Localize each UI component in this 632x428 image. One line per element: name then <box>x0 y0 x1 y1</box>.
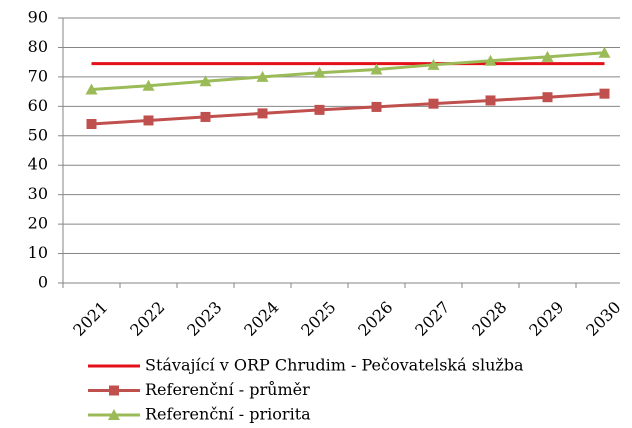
y-tick-label: 20 <box>28 214 48 233</box>
point <box>257 108 268 119</box>
series-line <box>91 92 605 126</box>
legend-marker <box>109 385 119 396</box>
point <box>85 83 98 95</box>
x-tick-label: 2024 <box>240 298 282 340</box>
x-tick-label: 2026 <box>354 298 396 340</box>
x-tick-label: 2022 <box>126 298 168 340</box>
point <box>541 50 554 62</box>
point <box>314 104 325 115</box>
point <box>313 66 326 78</box>
y-tick-label: 50 <box>28 125 48 144</box>
y-tick-label: 90 <box>28 8 48 27</box>
x-tick-label: 2029 <box>525 298 567 340</box>
series-line <box>91 51 605 92</box>
x-tick-label: 2023 <box>183 298 225 340</box>
point <box>485 95 496 106</box>
y-tick-label: 10 <box>28 243 48 262</box>
point <box>200 111 211 122</box>
point <box>599 88 610 99</box>
y-tick-label: 60 <box>28 96 48 115</box>
y-tick-label: 80 <box>28 37 48 56</box>
y-tick-label: 70 <box>28 66 48 85</box>
x-tick-label: 2030 <box>582 298 624 340</box>
y-tick-label: 0 <box>38 273 48 292</box>
x-tick-label: 2028 <box>468 298 510 340</box>
legend-marker <box>108 409 120 420</box>
point <box>199 75 212 87</box>
point <box>256 70 269 82</box>
legend-label: Stávající v ORP Chrudim - Pečovatelská s… <box>145 356 524 375</box>
x-tick-label: 2025 <box>297 298 339 340</box>
point <box>86 119 97 129</box>
point <box>598 46 611 58</box>
point <box>143 115 154 126</box>
y-tick-label: 30 <box>28 184 48 203</box>
legend-label: Referenční - priorita <box>145 405 311 424</box>
y-tick-label: 40 <box>28 155 48 174</box>
x-tick-label: 2021 <box>69 298 111 340</box>
legend-label: Referenční - průměr <box>145 380 310 399</box>
point <box>542 92 553 103</box>
x-tick-label: 2027 <box>411 298 453 340</box>
point <box>371 101 382 112</box>
point <box>428 98 439 109</box>
point <box>142 79 155 91</box>
point <box>370 63 383 75</box>
point <box>427 58 440 70</box>
point <box>484 54 497 66</box>
